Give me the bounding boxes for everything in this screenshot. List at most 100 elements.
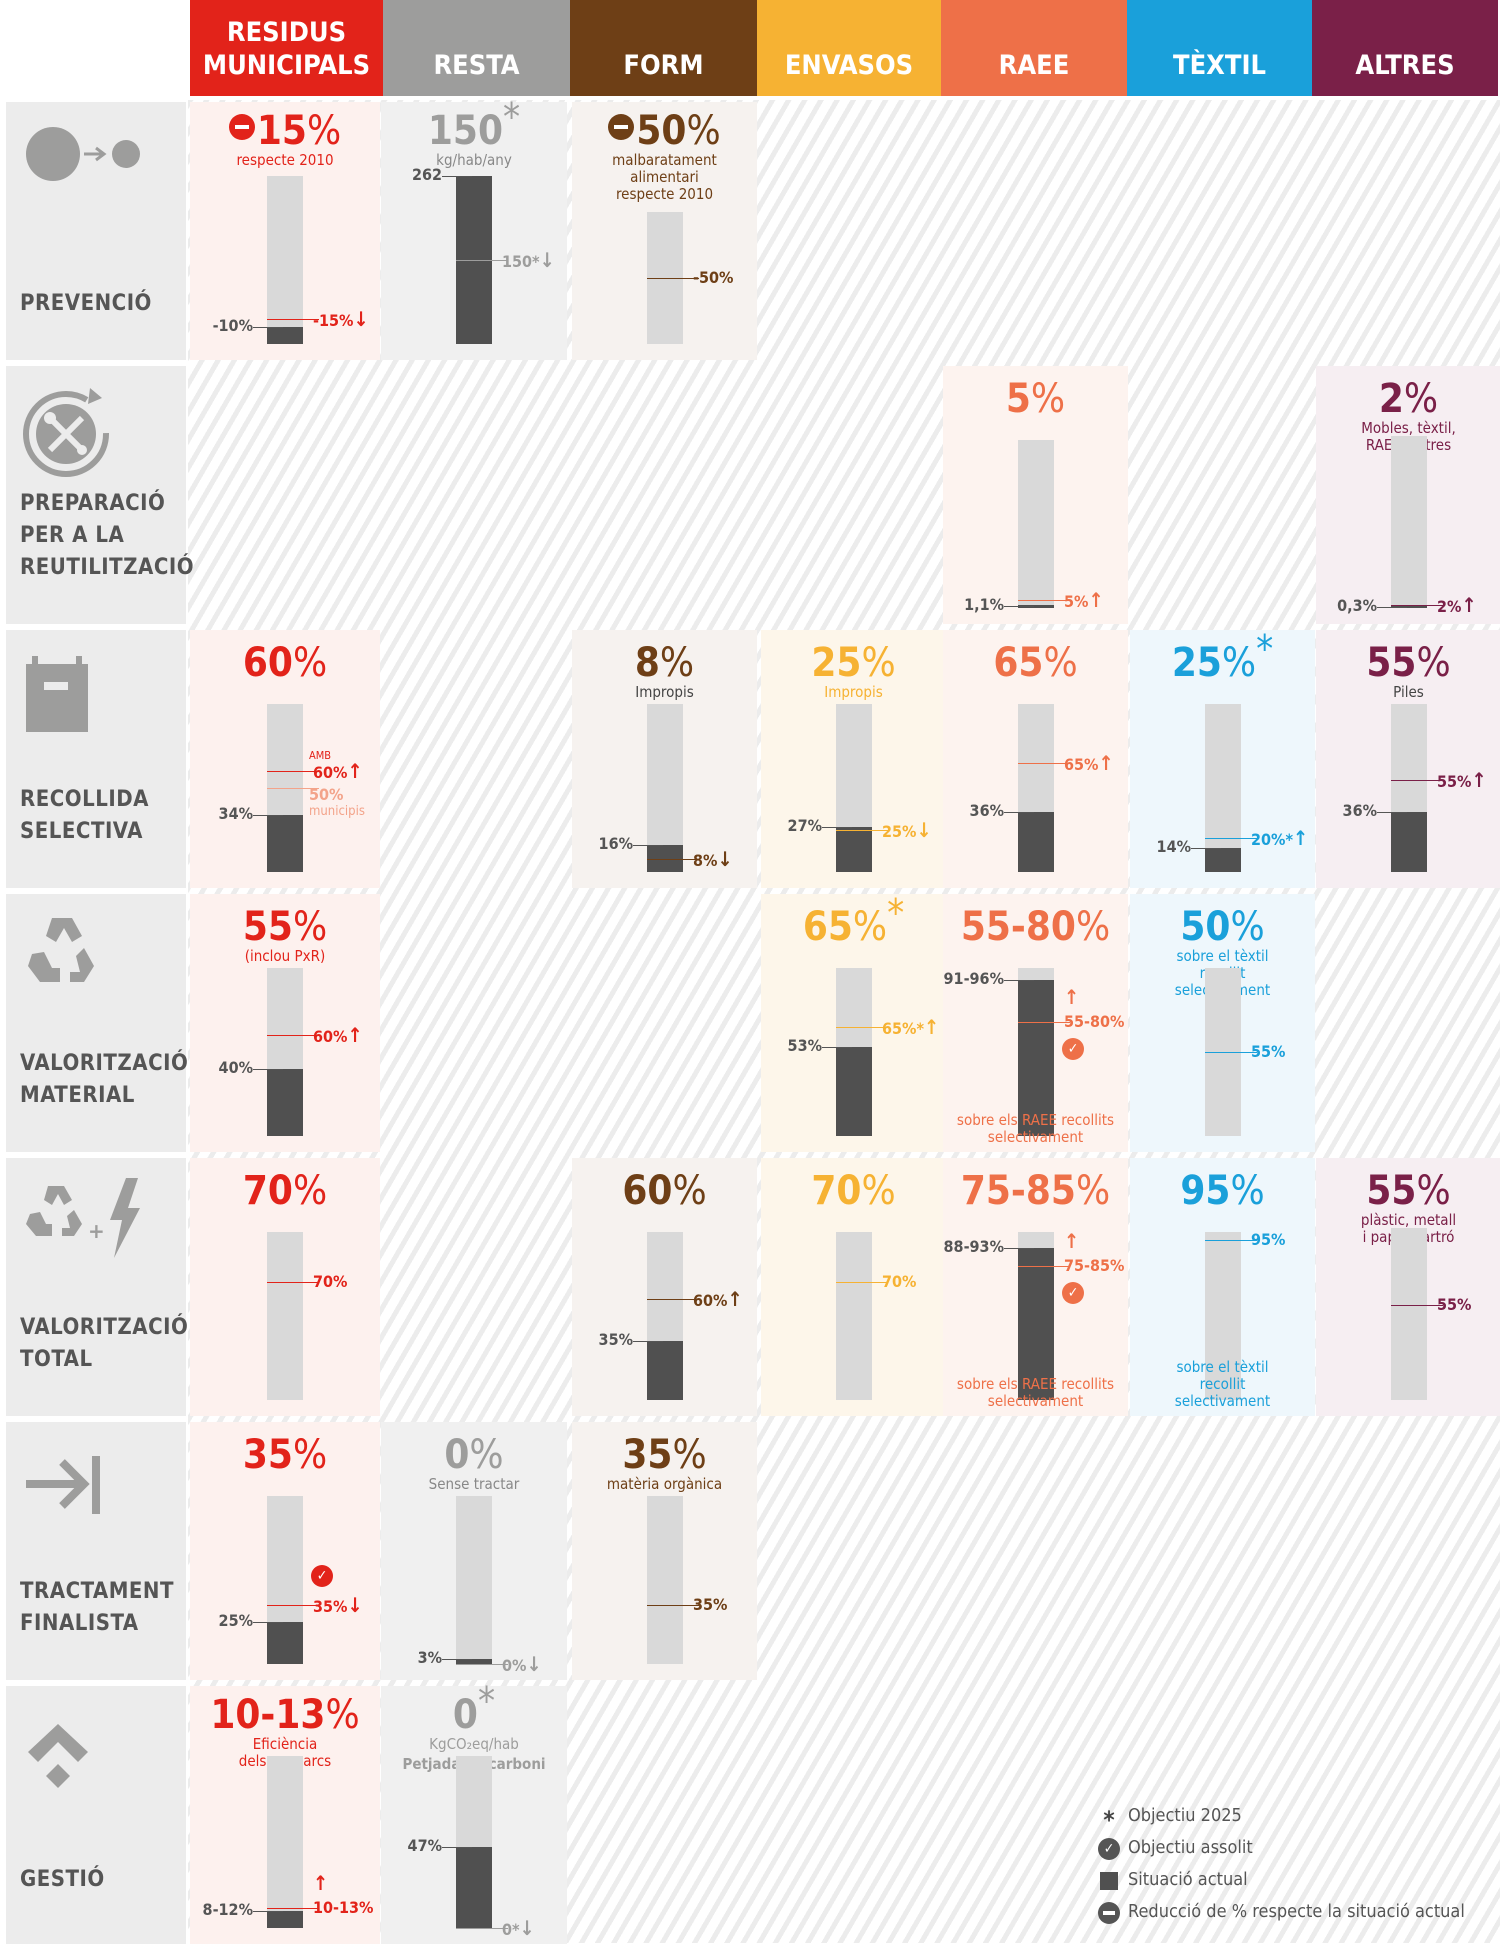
target-cell-tractament-municipals: 35% 25% 35%↓ ✓ <box>190 1422 380 1680</box>
target-value-label: 55% <box>1437 1296 1471 1314</box>
arrow-up-icon: ↑ <box>923 1014 940 1039</box>
target-subtitle: kg/hab/any <box>436 151 512 169</box>
dark-square-icon <box>1100 1872 1118 1890</box>
target-tick <box>1018 599 1070 601</box>
current-tick <box>1004 979 1034 981</box>
asterisk-icon: * <box>477 1679 496 1723</box>
target-value: 95% <box>1130 1168 1315 1214</box>
check-circle-icon: ✓ <box>1062 1037 1084 1060</box>
target-value: 35% <box>572 1432 757 1478</box>
legend-objective-achieved: ✓ Objectiu assolit <box>1098 1833 1498 1863</box>
target-tick <box>456 1664 508 1665</box>
target-tick <box>647 1299 699 1301</box>
target-subtitle: Impropis <box>824 683 883 701</box>
target-bar-track <box>267 1756 303 1928</box>
target-value: 65%* <box>761 894 946 950</box>
target-tick <box>647 858 699 860</box>
current-situation-bar <box>836 826 872 872</box>
target-bar-track <box>456 1756 492 1928</box>
collection-bin-icon <box>26 656 88 732</box>
target-value-label: 95% <box>1251 1231 1285 1249</box>
target-value: 70% <box>761 1168 946 1214</box>
target-value: 0* <box>381 1682 567 1738</box>
arrow-up-icon: ↑ <box>347 759 363 784</box>
target-number: 35 <box>622 1432 673 1478</box>
current-value-label: 53% <box>787 1035 822 1055</box>
column-header-raee: RAEE <box>941 0 1127 96</box>
asterisk-icon: * <box>1103 1806 1115 1834</box>
target-label-text: 35% <box>693 1595 728 1615</box>
current-situation-bar <box>1018 811 1054 872</box>
target-bar-track <box>1205 1232 1241 1400</box>
target-label-text: 2% <box>1437 596 1462 616</box>
target-unit: % <box>686 108 721 154</box>
target-value-label: 20%*↑ <box>1251 828 1308 849</box>
target-bar-track <box>1391 436 1427 608</box>
target-value: 75-85% <box>943 1168 1128 1214</box>
target-label-text: 60% <box>313 763 348 783</box>
column-header-label: RESIDUS MUNICIPALS <box>202 17 371 81</box>
target-subtitle: KgCO₂eq/hab <box>429 1735 519 1753</box>
target-number: 25 <box>1171 640 1222 686</box>
target-label-text: 65%* <box>882 1018 924 1038</box>
row-header-val_material: VALORITZACIÓ MATERIAL <box>6 894 189 1152</box>
target-number: 10-13 <box>210 1692 326 1738</box>
target-tick <box>1391 779 1443 781</box>
target-unit: % <box>1075 904 1111 950</box>
target-bar-track <box>1391 704 1427 872</box>
target-value: 15% <box>190 108 380 154</box>
current-value-label: 16% <box>598 834 633 854</box>
target-value-label: 55-80% <box>1064 1012 1124 1031</box>
row-header-label: VALORITZACIÓ MATERIAL <box>20 1051 189 1108</box>
current-value-label: 14% <box>1156 837 1191 857</box>
arrow-up-icon: ↑ <box>313 1871 329 1896</box>
target-unit: % <box>1403 376 1439 422</box>
target-tick <box>456 1928 508 1929</box>
target-tick <box>1205 1240 1257 1242</box>
target-subtitle: (inclou PxR) <box>244 947 326 965</box>
arrow-down-icon: ↓ <box>347 1593 363 1618</box>
target-value: 70% <box>190 1168 380 1214</box>
target-tick <box>267 318 319 320</box>
column-header-municipals: RESIDUS MUNICIPALS <box>190 0 383 96</box>
target-cell-val_total-form: 60% 35% 60%↑ <box>572 1158 757 1416</box>
target-label-text: 70% <box>313 1272 348 1292</box>
target-subtitle: matèria orgànica <box>606 1475 723 1493</box>
arrow-down-icon: ↓ <box>526 1652 542 1676</box>
target-cell-val_material-raee: 55-80% 91-96% 55-80% ↑ ✓ sobre els RAEE recol… <box>943 894 1128 1152</box>
current-situation-bar <box>267 1622 303 1664</box>
current-tick <box>1191 848 1221 850</box>
target-bar-track <box>1018 1232 1054 1400</box>
current-tick <box>253 1910 283 1912</box>
target-value-label: -50% <box>693 269 733 287</box>
target-number: 75-85 <box>960 1168 1076 1214</box>
column-header-resta: RESTA <box>383 0 570 96</box>
target-label-text: 70% <box>882 1272 917 1292</box>
target-label-text: 55% <box>1251 1042 1286 1061</box>
target-number: 65 <box>802 904 853 950</box>
current-value-label: 27% <box>787 815 822 835</box>
row-header-label: PREVENCIÓ <box>20 291 152 316</box>
arrow-up-icon: ↑ <box>727 1287 743 1312</box>
column-header-form: FORM <box>570 0 757 96</box>
current-tick <box>442 1658 472 1660</box>
target-number: 95 <box>1180 1168 1231 1214</box>
arrow-down-icon: ↓ <box>717 846 733 871</box>
current-situation-bar <box>836 1046 872 1136</box>
target-unit: % <box>1075 1168 1111 1214</box>
target-tick <box>836 830 888 831</box>
current-situation-bar <box>267 814 303 872</box>
collection-bin-icon-wrapper <box>18 644 168 758</box>
asterisk-icon: * <box>503 95 521 139</box>
target-value: 55% <box>1316 1168 1500 1214</box>
target-subtitle: Sense tractar <box>428 1475 520 1493</box>
target-bar-track <box>836 1232 872 1400</box>
target-tick <box>836 1282 888 1284</box>
target-unit: % <box>1030 376 1066 422</box>
target-tick <box>1205 1052 1257 1053</box>
current-situation-bar <box>1018 605 1054 608</box>
target-cell-prevencio-municipals: 15% respecte 2010 -10% -15%↓ <box>190 102 380 360</box>
current-tick <box>253 327 283 329</box>
target-value: 65% <box>943 640 1128 686</box>
